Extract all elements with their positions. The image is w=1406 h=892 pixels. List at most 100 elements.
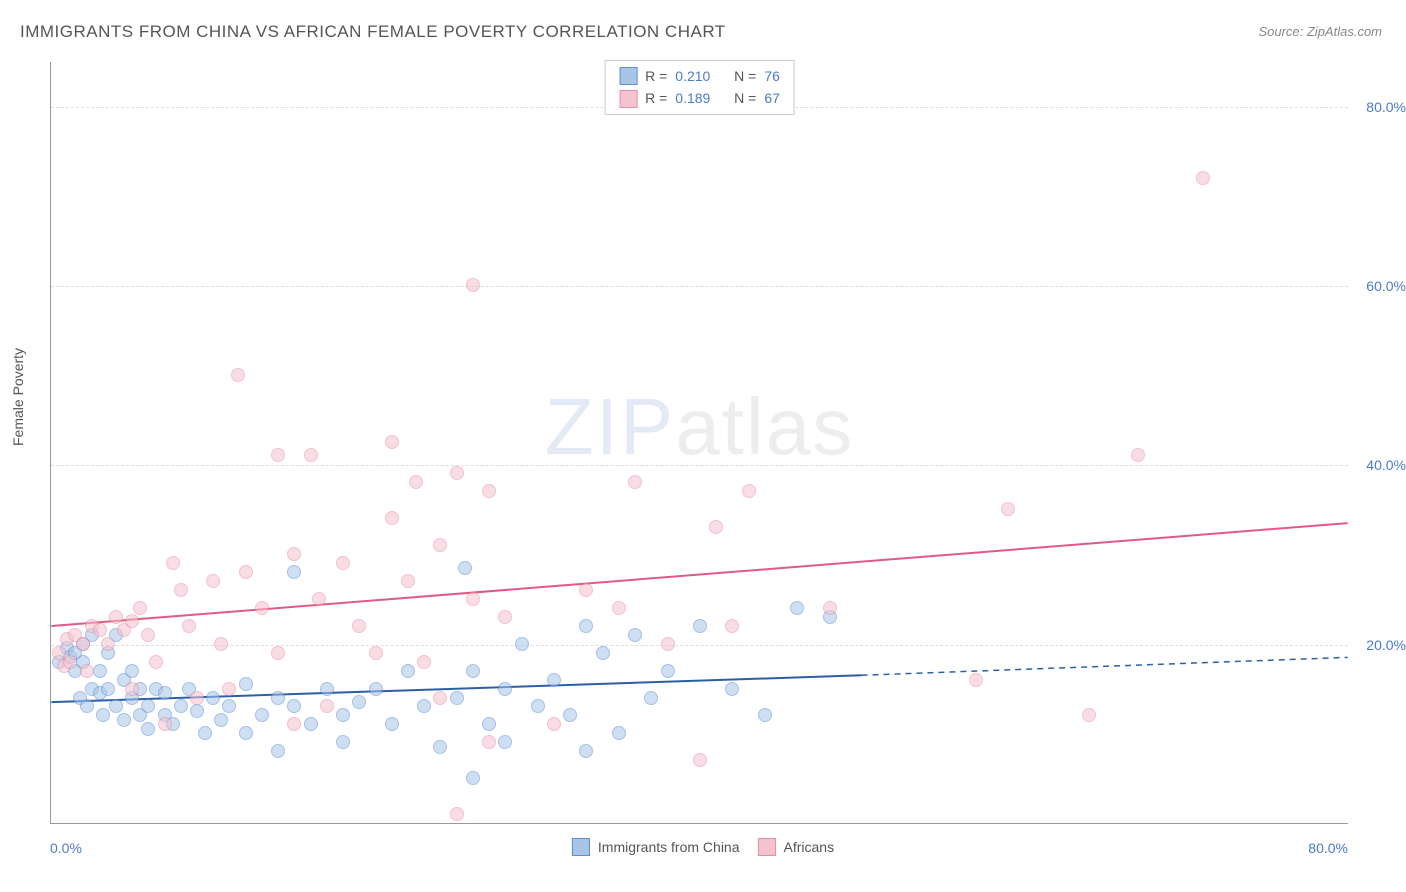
legend-r-label: R = (645, 65, 667, 87)
data-point (304, 448, 318, 462)
data-point (287, 717, 301, 731)
data-point (1196, 171, 1210, 185)
data-point (96, 708, 110, 722)
data-point (531, 699, 545, 713)
data-point (312, 592, 326, 606)
data-point (101, 682, 115, 696)
data-point (661, 664, 675, 678)
data-point (231, 368, 245, 382)
y-tick-label: 20.0% (1366, 637, 1406, 653)
data-point (644, 691, 658, 705)
data-point (742, 484, 756, 498)
data-point (190, 691, 204, 705)
legend-r-value: 0.189 (675, 87, 710, 109)
grid-line (51, 465, 1348, 466)
data-point (498, 682, 512, 696)
data-point (1082, 708, 1096, 722)
data-point (433, 691, 447, 705)
data-point (255, 601, 269, 615)
data-point (369, 646, 383, 660)
legend-series-label: Africans (784, 839, 835, 855)
data-point (287, 547, 301, 561)
data-point (823, 601, 837, 615)
data-point (401, 664, 415, 678)
watermark-zip: ZIP (545, 382, 675, 471)
legend-r-label: R = (645, 87, 667, 109)
data-point (287, 565, 301, 579)
data-point (547, 717, 561, 731)
data-point (596, 646, 610, 660)
legend-r-value: 0.210 (675, 65, 710, 87)
data-point (214, 713, 228, 727)
data-point (790, 601, 804, 615)
data-point (271, 448, 285, 462)
data-point (433, 538, 447, 552)
data-point (222, 699, 236, 713)
data-point (336, 735, 350, 749)
legend-correlation-row: R = 0.210 N = 76 (619, 65, 780, 87)
data-point (239, 726, 253, 740)
data-point (320, 682, 334, 696)
legend-series-item: Africans (758, 838, 835, 856)
legend-correlation: R = 0.210 N = 76 R = 0.189 N = 67 (604, 60, 795, 115)
data-point (255, 708, 269, 722)
legend-n-label: N = (734, 65, 756, 87)
data-point (141, 699, 155, 713)
data-point (80, 699, 94, 713)
data-point (166, 556, 180, 570)
data-point (125, 664, 139, 678)
data-point (466, 771, 480, 785)
y-tick-label: 40.0% (1366, 457, 1406, 473)
legend-n-value: 76 (764, 65, 780, 87)
data-point (93, 664, 107, 678)
source-label: Source: ZipAtlas.com (1258, 24, 1382, 39)
data-point (563, 708, 577, 722)
data-point (417, 655, 431, 669)
data-point (287, 699, 301, 713)
grid-line (51, 286, 1348, 287)
data-point (239, 565, 253, 579)
data-point (117, 713, 131, 727)
grid-line (51, 645, 1348, 646)
x-tick-min: 0.0% (50, 840, 82, 856)
data-point (141, 628, 155, 642)
data-point (1131, 448, 1145, 462)
data-point (628, 475, 642, 489)
data-point (320, 699, 334, 713)
data-point (93, 623, 107, 637)
x-tick-max: 80.0% (1308, 840, 1348, 856)
data-point (336, 708, 350, 722)
data-point (336, 556, 350, 570)
data-point (222, 682, 236, 696)
legend-swatch (572, 838, 590, 856)
data-point (515, 637, 529, 651)
data-point (579, 619, 593, 633)
data-point (450, 466, 464, 480)
legend-series-label: Immigrants from China (598, 839, 740, 855)
data-point (271, 691, 285, 705)
data-point (661, 637, 675, 651)
data-point (133, 601, 147, 615)
data-point (174, 699, 188, 713)
legend-swatch (619, 90, 637, 108)
data-point (433, 740, 447, 754)
legend-series-item: Immigrants from China (572, 838, 740, 856)
data-point (109, 699, 123, 713)
data-point (369, 682, 383, 696)
data-point (417, 699, 431, 713)
data-point (450, 691, 464, 705)
data-point (352, 619, 366, 633)
data-point (693, 619, 707, 633)
data-point (385, 717, 399, 731)
data-point (498, 735, 512, 749)
data-point (214, 637, 228, 651)
data-point (158, 717, 172, 731)
data-point (450, 807, 464, 821)
data-point (158, 686, 172, 700)
data-point (579, 583, 593, 597)
data-point (101, 637, 115, 651)
chart-title: IMMIGRANTS FROM CHINA VS AFRICAN FEMALE … (20, 22, 726, 42)
data-point (498, 610, 512, 624)
data-point (466, 664, 480, 678)
data-point (385, 511, 399, 525)
